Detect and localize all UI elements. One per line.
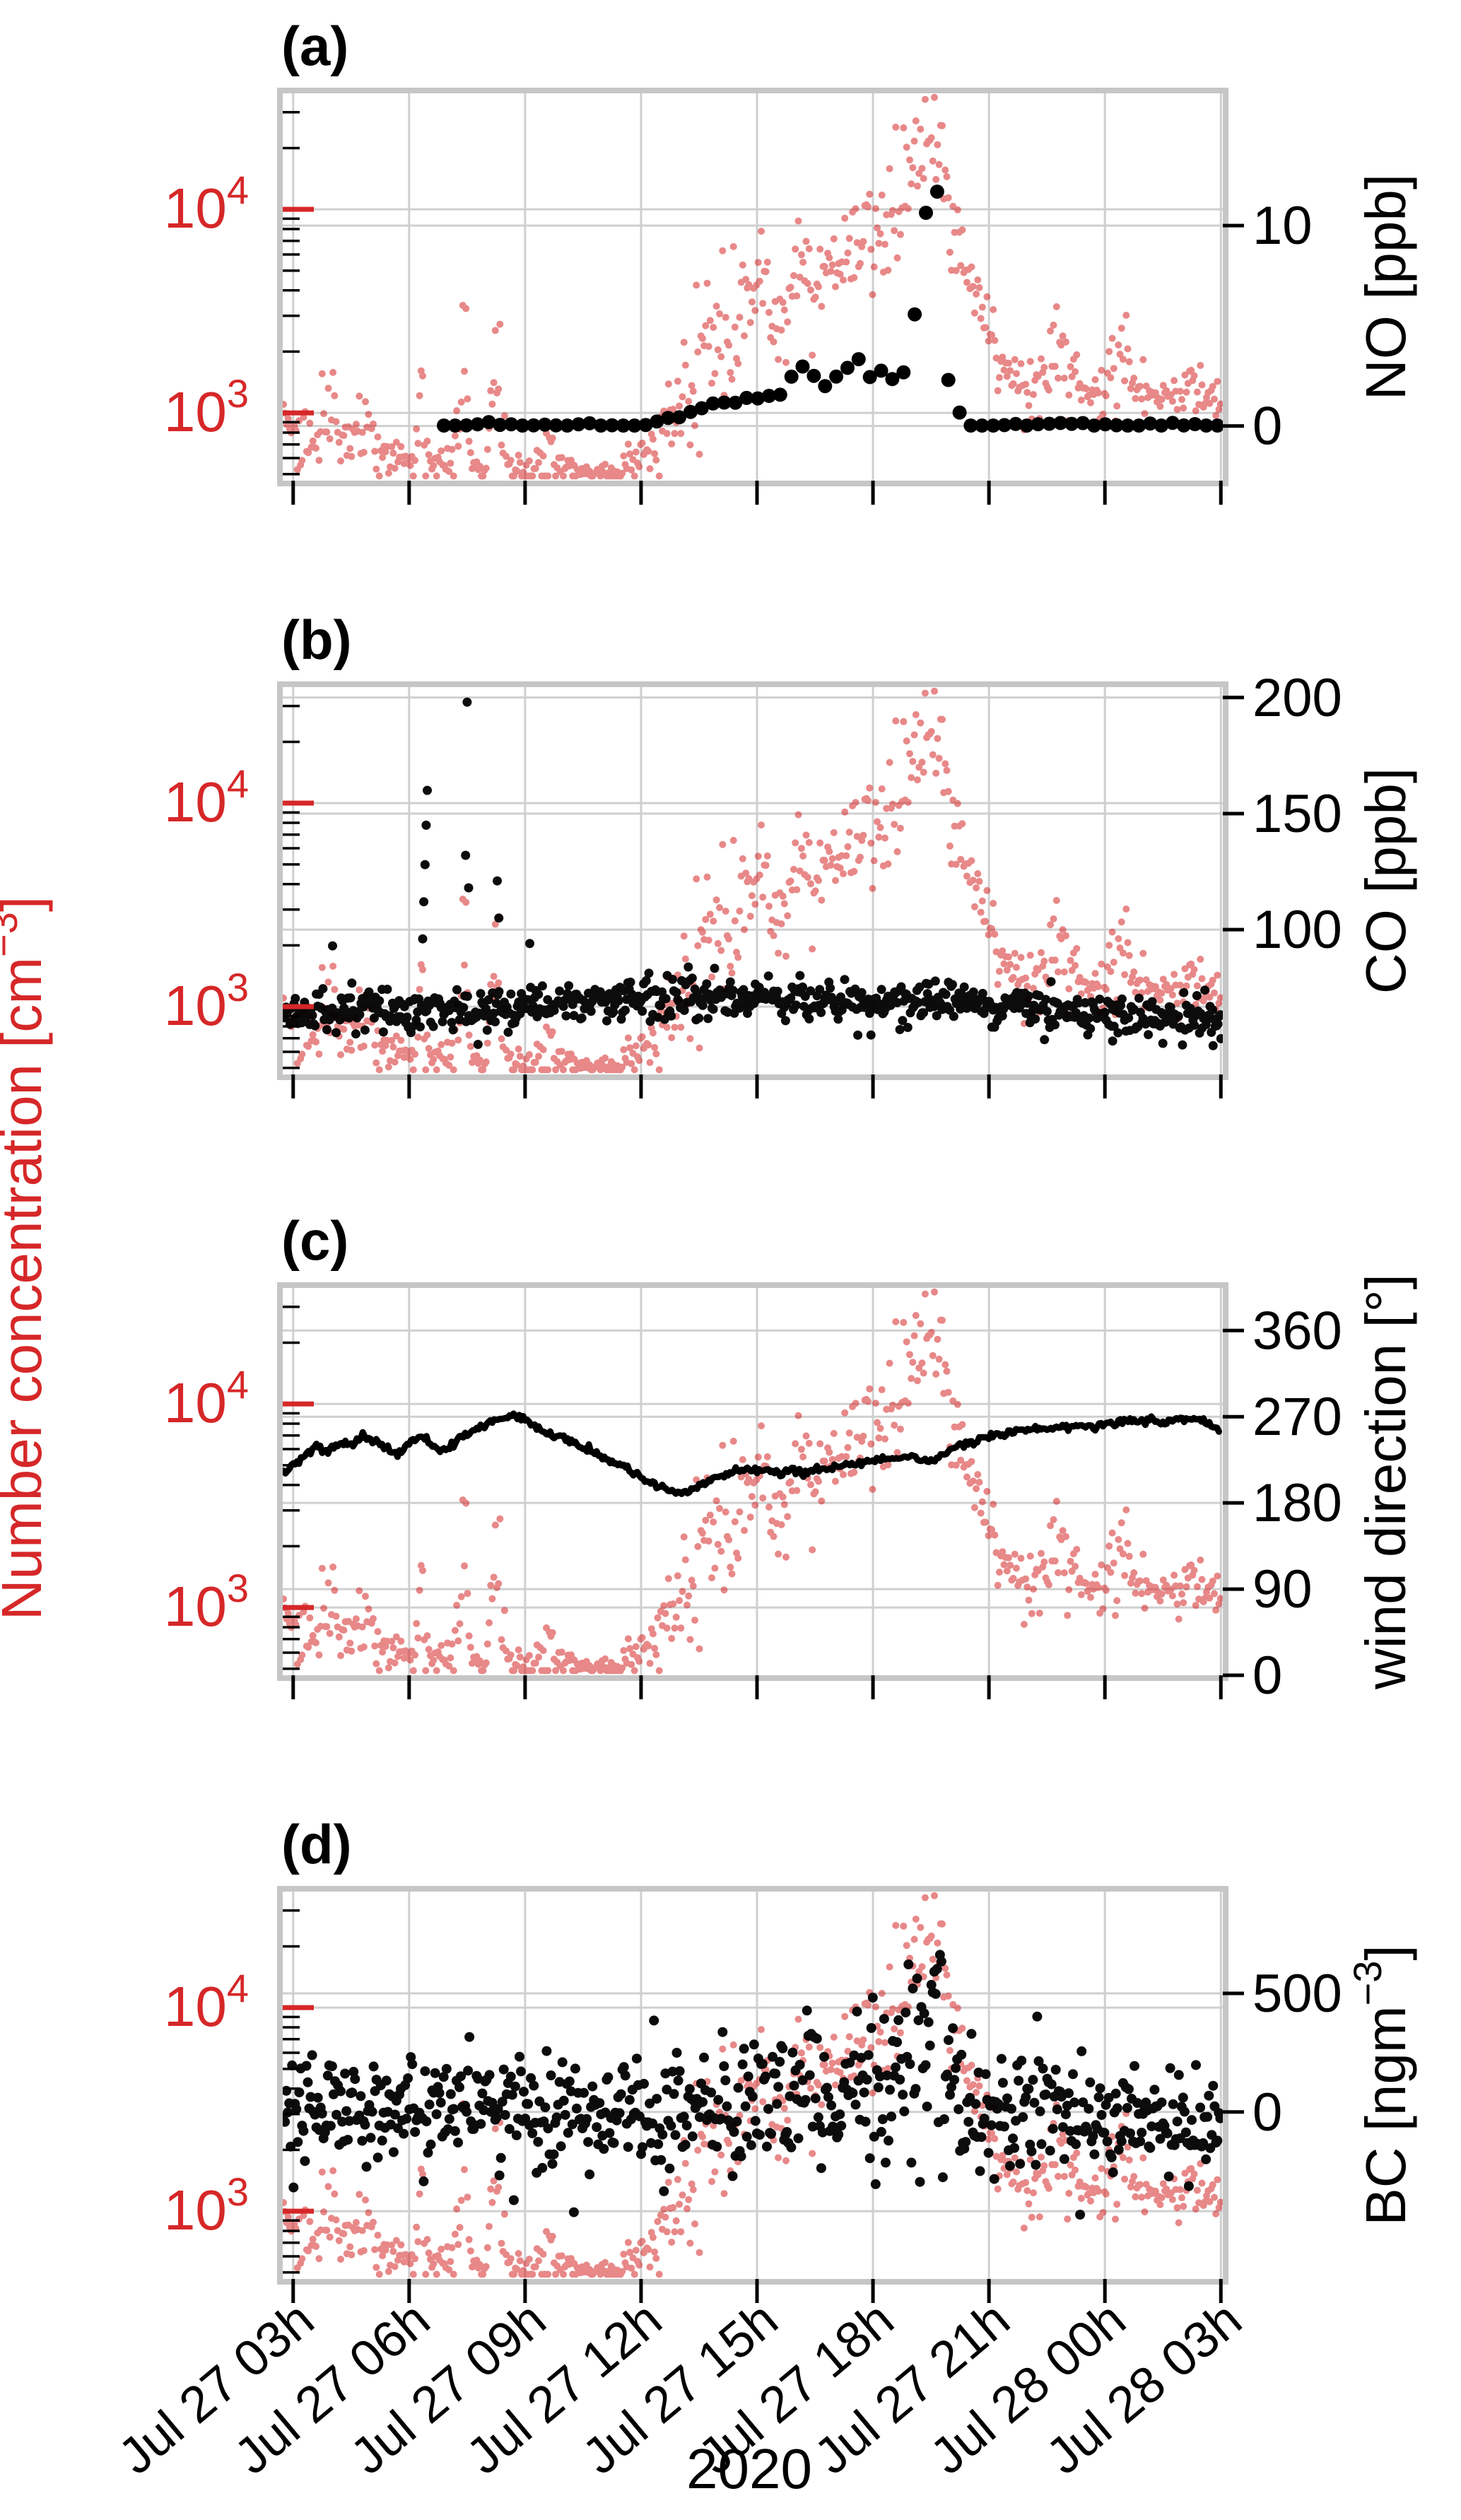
- right-axis-tick-label: 0: [1252, 2082, 1282, 2143]
- left-axis-tick-label: 104: [164, 1966, 249, 2038]
- panel-frame: [277, 681, 1228, 1080]
- panel-a: 103 104 0 10: [164, 88, 1313, 505]
- panel-c: 103 104 0 90 180 270 360: [164, 1282, 1342, 1706]
- left-axis-tick-label: 103: [164, 965, 249, 1037]
- panel-d: 103 104 0 500: [164, 1886, 1342, 2303]
- wind-direction-line: [283, 1410, 1222, 1497]
- left-axis-tick-label: 104: [164, 1362, 249, 1434]
- right-axis-tick-label: 180: [1252, 1473, 1342, 1533]
- right-axis-tick-label: 270: [1252, 1387, 1342, 1447]
- left-axis-tick-label: 104: [164, 761, 249, 833]
- panel-frame: [277, 88, 1228, 486]
- left-axis-tick-label: 104: [164, 168, 249, 240]
- right-axis-label-a: NO [ppb]: [1354, 174, 1417, 400]
- panel-title-b: (b): [281, 609, 352, 671]
- x-axis-year-label: 2020: [686, 2437, 812, 2500]
- right-axis-label-b: CO [ppb]: [1354, 768, 1417, 994]
- right-axis-tick-label: 500: [1252, 1964, 1342, 2024]
- BC-scatter: [283, 1950, 1223, 2220]
- panel-b: 103 104 100 150 200: [164, 668, 1342, 1098]
- right-axis-tick-label: 200: [1252, 668, 1342, 728]
- right-axis-tick-label: 360: [1252, 1301, 1342, 1361]
- number-concentration-scatter-d: [283, 1892, 1223, 2278]
- left-axis-label: Number concentration [cm−3]: [0, 896, 53, 1620]
- left-axis-tick-label: 103: [164, 371, 249, 443]
- panel-title-c: (c): [281, 1209, 348, 1272]
- right-axis-tick-label: 0: [1252, 397, 1282, 457]
- NO-scatter: [437, 184, 1223, 433]
- right-axis-label-c: wind direction [°]: [1354, 1274, 1417, 1690]
- right-axis-tick-label: 100: [1252, 900, 1342, 960]
- panel-title-a: (a): [281, 15, 348, 77]
- right-axis-label-d: BC [ngm−3]: [1345, 1945, 1417, 2225]
- panel-frame: [277, 1282, 1228, 1681]
- right-axis-tick-label: 10: [1252, 196, 1313, 256]
- left-axis-tick-label: 103: [164, 2169, 249, 2241]
- panel-frame: [277, 1886, 1228, 2285]
- panel-title-d: (d): [281, 1813, 352, 1875]
- left-axis-tick-label: 103: [164, 1566, 249, 1638]
- number-concentration-scatter-c: [283, 1288, 1223, 1675]
- CO-scatter: [283, 697, 1223, 1050]
- right-axis-tick-label: 150: [1252, 784, 1342, 844]
- right-axis-tick-label: 90: [1252, 1559, 1313, 1619]
- number-concentration-scatter-a: [283, 93, 1223, 480]
- right-axis-tick-label: 0: [1252, 1646, 1282, 1706]
